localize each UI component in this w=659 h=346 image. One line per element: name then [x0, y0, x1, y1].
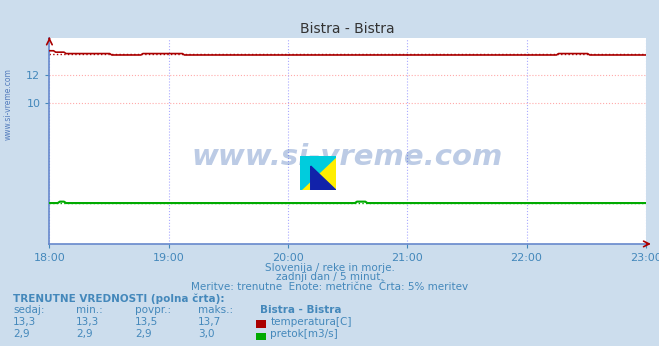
Text: min.:: min.:: [76, 305, 103, 315]
Text: www.si-vreme.com: www.si-vreme.com: [3, 68, 13, 140]
Text: 2,9: 2,9: [13, 329, 30, 339]
Text: sedaj:: sedaj:: [13, 305, 45, 315]
Text: 2,9: 2,9: [76, 329, 92, 339]
Title: Bistra - Bistra: Bistra - Bistra: [301, 21, 395, 36]
Polygon shape: [300, 156, 336, 190]
Text: www.si-vreme.com: www.si-vreme.com: [192, 144, 503, 172]
Text: 13,7: 13,7: [198, 317, 221, 327]
Text: 2,9: 2,9: [135, 329, 152, 339]
Text: 13,3: 13,3: [13, 317, 36, 327]
Text: Bistra - Bistra: Bistra - Bistra: [260, 305, 342, 315]
Polygon shape: [300, 156, 336, 190]
Text: povpr.:: povpr.:: [135, 305, 171, 315]
Text: zadnji dan / 5 minut.: zadnji dan / 5 minut.: [275, 272, 384, 282]
Text: maks.:: maks.:: [198, 305, 233, 315]
Text: Meritve: trenutne  Enote: metrične  Črta: 5% meritev: Meritve: trenutne Enote: metrične Črta: …: [191, 282, 468, 292]
Text: 3,0: 3,0: [198, 329, 214, 339]
Text: Slovenija / reke in morje.: Slovenija / reke in morje.: [264, 263, 395, 273]
Text: pretok[m3/s]: pretok[m3/s]: [270, 329, 338, 339]
Text: TRENUTNE VREDNOSTI (polna črta):: TRENUTNE VREDNOSTI (polna črta):: [13, 293, 225, 304]
Text: 13,3: 13,3: [76, 317, 99, 327]
Text: temperatura[C]: temperatura[C]: [270, 317, 352, 327]
Text: 13,5: 13,5: [135, 317, 158, 327]
Polygon shape: [311, 166, 336, 190]
